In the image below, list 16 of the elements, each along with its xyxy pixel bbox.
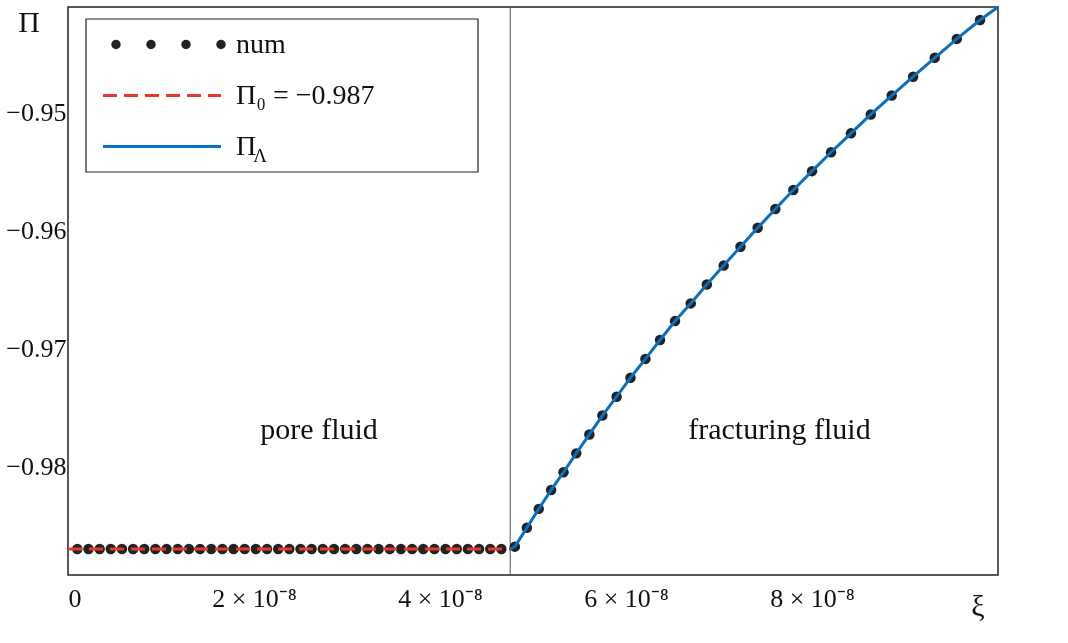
x-tick-label: 8 × 10⁻⁸ bbox=[770, 583, 855, 613]
y-tick-label: −0.95 bbox=[6, 97, 67, 127]
y-tick-label: −0.97 bbox=[6, 333, 67, 363]
legend-label: num bbox=[236, 27, 286, 59]
x-axis-title: ξ bbox=[971, 589, 985, 622]
line-series bbox=[508, 5, 1000, 551]
y-tick-label: −0.96 bbox=[6, 215, 67, 245]
legend-label: Π₀ = −0.987 bbox=[236, 78, 375, 110]
x-tick-label: 4 × 10⁻⁸ bbox=[398, 583, 483, 613]
annotation: fracturing fluid bbox=[688, 412, 871, 446]
y-tick-label: −0.98 bbox=[6, 451, 67, 481]
x-tick-label: 6 × 10⁻⁸ bbox=[584, 583, 669, 613]
annotation: pore fluid bbox=[260, 412, 378, 446]
x-tick-label: 2 × 10⁻⁸ bbox=[212, 583, 297, 613]
x-tick-label: 0 bbox=[68, 583, 82, 613]
y-axis-title: Π bbox=[18, 5, 40, 38]
